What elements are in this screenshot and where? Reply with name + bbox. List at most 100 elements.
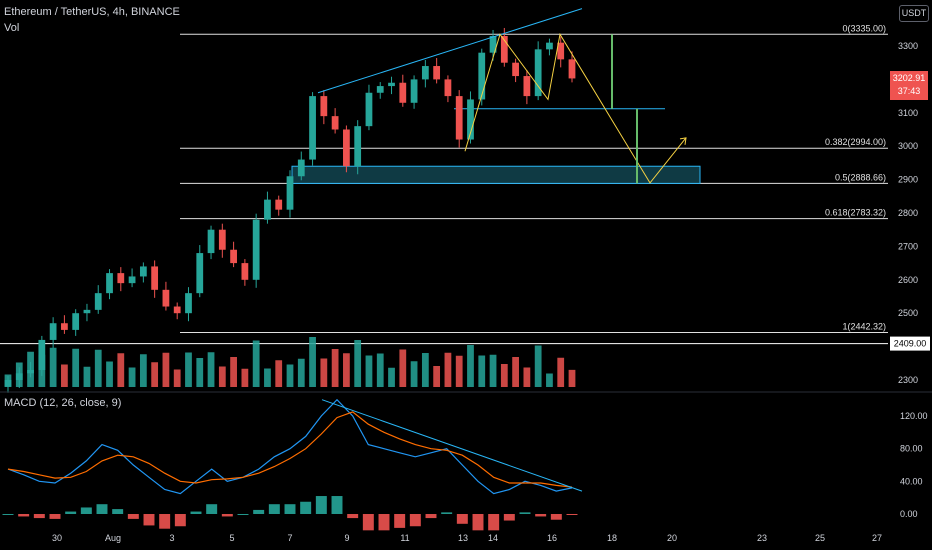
macd-histogram-bar	[112, 509, 124, 514]
price-tick-8: 2500	[898, 308, 918, 318]
signal-line	[7, 411, 573, 488]
candle-body	[376, 86, 384, 93]
candle-body	[534, 49, 542, 97]
macd-histogram-bar	[519, 512, 531, 514]
macd-label: MACD (12, 26, close, 9)	[4, 397, 122, 409]
candle-body	[343, 129, 350, 167]
candle-body	[444, 79, 452, 97]
volume-bar	[365, 355, 373, 387]
candle-body	[173, 306, 181, 314]
price-axis: 3300320031003000290028002700260025002300…	[890, 41, 930, 519]
candle-body	[286, 176, 294, 210]
candle-body	[27, 369, 34, 374]
volume-bar	[106, 361, 113, 387]
macd-histogram-bar	[425, 514, 437, 519]
candle-body	[500, 35, 508, 63]
macd-histogram-bar	[347, 514, 359, 519]
candle-body	[72, 313, 80, 330]
macd-histogram-bar	[441, 512, 453, 514]
time-tick-13: 25	[815, 533, 825, 543]
macd-histogram-bar	[362, 514, 374, 531]
volume-bar	[354, 340, 362, 387]
time-tick-0: 30	[52, 533, 62, 543]
symbol-title: Ethereum / TetherUS, 4h, BINANCE	[4, 6, 180, 18]
volume-bar	[173, 369, 181, 387]
candle-body	[38, 339, 46, 370]
macd-histogram-bar	[33, 514, 45, 519]
time-tick-14: 27	[872, 533, 882, 543]
price-tick-5: 2800	[898, 208, 918, 218]
macd-histogram-bar	[96, 504, 108, 514]
price-tick-4: 2900	[898, 175, 918, 185]
macd-tick-0: 120.00	[900, 411, 928, 421]
volume-bar	[433, 366, 441, 387]
volume-bar	[568, 369, 576, 387]
horizontal-level-label: 2409.00	[894, 339, 927, 349]
macd-tick-3: 0.00	[900, 509, 918, 519]
macd-histogram-bar	[394, 514, 406, 528]
macd-histogram-bar	[143, 514, 155, 526]
macd-histogram-bar	[237, 514, 249, 515]
candle-body	[264, 199, 271, 220]
volume-label: Vol	[4, 22, 20, 34]
time-tick-6: 11	[400, 533, 409, 543]
volume-bar	[151, 362, 159, 387]
currency-button[interactable]: USDT	[899, 5, 929, 22]
volume-bar	[128, 367, 136, 387]
volume-bar	[264, 368, 271, 387]
macd-histogram-bar	[174, 514, 186, 527]
candle-body	[467, 99, 474, 140]
candle-body	[4, 380, 12, 387]
volume-bar	[230, 357, 237, 387]
horizontal-level-badge	[890, 336, 930, 351]
macd-histogram-bar	[503, 514, 515, 521]
ascending-trendline	[317, 8, 583, 94]
fib-label-2: 0.5(2888.66)	[835, 172, 886, 182]
volume-bar	[207, 352, 215, 387]
candle-body	[128, 276, 136, 284]
macd-histogram-bar	[550, 514, 562, 520]
candle-body	[218, 229, 226, 250]
volume-bar	[512, 357, 519, 387]
price-tick-6: 2700	[898, 241, 918, 251]
volume-bars	[4, 337, 576, 387]
candle-body	[331, 116, 339, 130]
candle-body	[252, 219, 260, 280]
candle-body	[151, 266, 159, 290]
volume-bar	[421, 353, 429, 387]
candle-body	[309, 96, 316, 160]
volume-bar	[185, 352, 192, 387]
volume-bar	[218, 366, 226, 387]
time-tick-5: 9	[344, 533, 349, 543]
candle-body	[399, 82, 407, 103]
time-tick-11: 20	[667, 533, 677, 543]
price-tick-2: 3100	[898, 108, 918, 118]
macd-pane	[0, 391, 932, 531]
candle-body	[275, 199, 283, 210]
macd-histogram-bar	[300, 501, 312, 514]
zigzag-projection	[464, 32, 687, 184]
volume-bar	[309, 337, 316, 387]
macd-histogram-bar	[18, 514, 30, 517]
macd-histogram-bar	[190, 511, 202, 514]
candle-body	[320, 96, 328, 117]
macd-histogram-bar	[206, 504, 218, 514]
volume-bar	[455, 355, 463, 387]
price-tick-0: 3300	[898, 41, 918, 51]
volume-bar	[196, 358, 204, 387]
macd-line	[7, 398, 573, 495]
volume-bar	[72, 348, 80, 387]
macd-histogram-bar	[49, 514, 61, 519]
candle-body	[196, 253, 204, 294]
price-tick-9: 2300	[898, 375, 918, 385]
candle-body	[421, 66, 429, 80]
candle-body	[207, 229, 215, 254]
candle-body	[94, 293, 102, 310]
candle-body	[117, 273, 125, 284]
candle-body	[49, 323, 57, 340]
candle-body	[512, 62, 519, 77]
fib-label-0: 0(3335.00)	[842, 23, 886, 33]
macd-histogram-bar	[2, 514, 14, 515]
macd-histogram-bar	[409, 514, 421, 527]
candle-body	[61, 323, 68, 330]
